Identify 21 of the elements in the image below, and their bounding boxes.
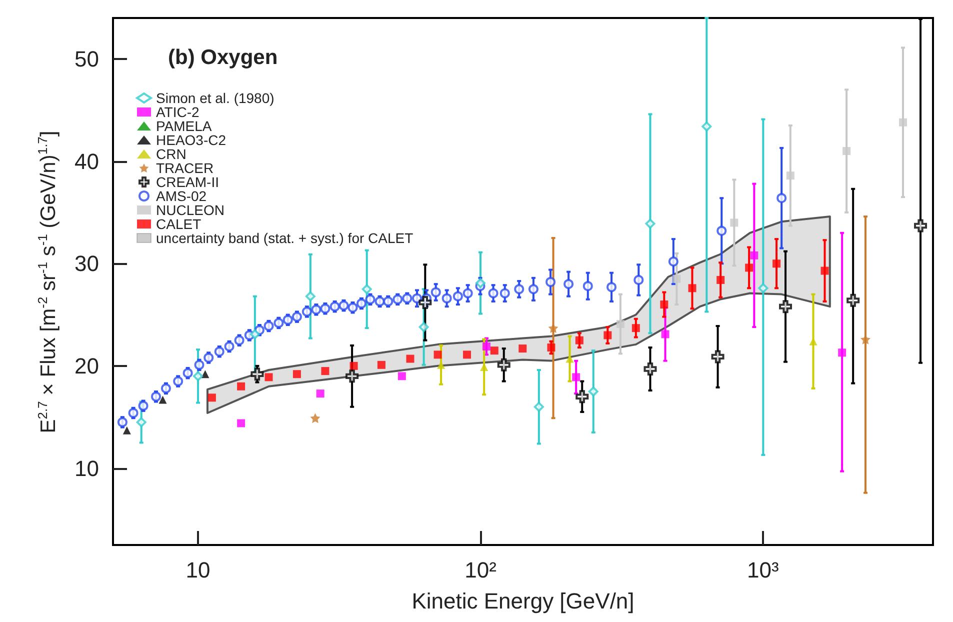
y-tick-label: 20 <box>74 353 99 378</box>
legend-label: AMS-02 <box>156 188 207 204</box>
x-tick-label: 10² <box>464 558 496 582</box>
y-tick-label: 50 <box>74 46 99 72</box>
legend-label: HEAO3-C2 <box>156 132 226 148</box>
legend-label: uncertainty band (stat. + syst.) for CALET <box>156 230 414 246</box>
legend-label: TRACER <box>156 160 214 176</box>
x-tick-label: 10³ <box>747 558 779 582</box>
y-tick-label: 40 <box>74 148 99 174</box>
text: (b) Oxygen <box>168 46 278 69</box>
legend-label: Simon et al. (1980) <box>156 90 274 106</box>
legend-label: CREAM-II <box>156 174 219 190</box>
legend-label: PAMELA <box>156 118 212 134</box>
x-tick-label: 10 <box>186 558 210 582</box>
legend-label: CRN <box>156 146 186 162</box>
x-axis-title: Kinetic Energy [GeV/n] <box>412 588 634 614</box>
y-tick-label: 10 <box>74 456 99 481</box>
y-tick-label: 30 <box>74 251 99 276</box>
legend-label: CALET <box>156 216 202 232</box>
legend-label: ATIC-2 <box>156 104 200 120</box>
legend-label: NUCLEON <box>156 202 224 218</box>
